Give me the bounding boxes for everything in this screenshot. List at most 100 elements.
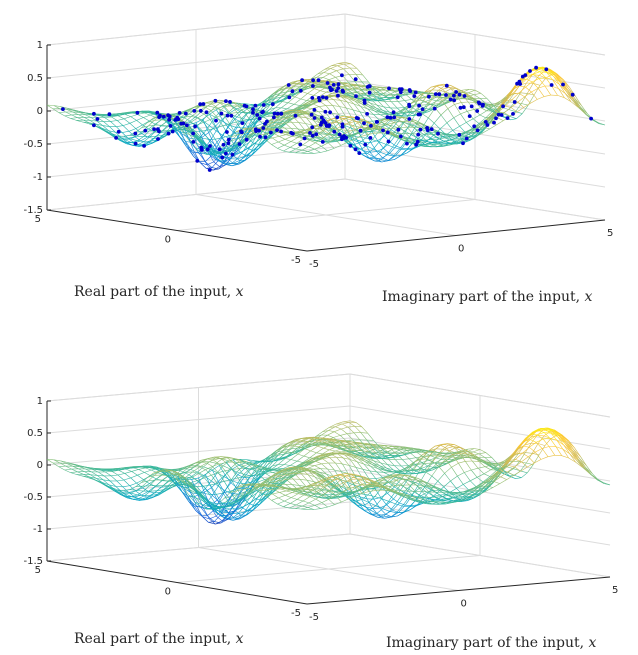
mesh-segment [422,113,429,119]
mesh-segment [295,135,303,138]
sample-point [327,123,332,127]
mesh-segment [456,88,463,95]
mesh-segment [366,145,374,150]
mesh-segment [321,138,329,141]
sample-point [368,136,373,140]
mesh-segment [111,470,119,472]
mesh-segment [321,85,328,89]
mesh-segment [284,139,292,142]
mesh-segment [393,127,400,134]
mesh-segment [283,150,290,153]
sample-point [485,123,490,127]
mesh-segment [496,120,504,126]
sample-point [275,128,279,133]
mesh-segment [419,97,426,100]
mesh-segment [211,103,218,109]
mesh-segment [368,106,375,112]
mesh-segment [356,98,364,101]
mesh-segment [402,137,410,142]
mesh-segment [211,160,219,168]
mesh-segment [489,114,498,124]
mesh-segment [246,154,253,157]
mesh-segment [558,88,565,98]
mesh-segment [247,143,255,149]
mesh-segment [302,140,310,146]
sample-point [458,105,463,110]
mesh-segment [404,130,412,135]
mesh-segment [544,85,552,96]
sample-point [157,129,161,134]
mesh-segment [312,119,320,128]
mesh-segment [241,118,249,120]
mesh-segment [194,506,202,516]
mesh-segment [85,468,92,473]
mesh-segment [297,113,305,115]
mesh-segment [200,151,208,155]
mesh-segment [356,98,363,103]
mesh-segment [97,475,104,481]
mesh-segment [232,133,241,147]
mesh-segment [366,139,373,147]
mesh-segment [361,103,368,110]
mesh-segment [108,484,116,487]
mesh-segment [337,122,344,134]
mesh-segment [183,113,190,118]
mesh-segment [374,160,382,163]
mesh-segment [284,136,293,140]
mesh-segment [353,109,360,113]
mesh-segment [381,87,389,90]
mesh-segment [488,114,497,124]
mesh-segment [184,116,192,123]
mesh-segment [378,124,386,130]
mesh-segment [117,115,125,120]
mesh-segment [383,106,391,109]
mesh-segment [137,472,145,476]
sample-point [369,123,373,128]
mesh-segment [287,108,294,110]
mesh-segment [84,117,91,121]
sample-point [353,77,358,82]
mesh-segment [281,107,288,110]
sample-point [512,100,517,104]
sample-point [228,100,232,104]
mesh-segment [77,117,84,121]
y-tick-label: 5 [607,228,613,239]
mesh-segment [207,515,215,522]
mesh-segment [394,155,402,160]
z-tick-label: -0.5 [23,139,43,150]
mesh-segment [327,431,335,436]
mesh-segment [402,135,409,139]
mesh-segment [297,128,305,131]
mesh-segment [231,105,238,113]
mesh-segment [557,95,565,98]
mesh-segment [343,95,350,98]
mesh-segment [315,85,322,87]
mesh-segment [328,138,336,144]
mesh-segment [359,111,367,122]
mesh-segment [321,146,328,152]
mesh-segment [345,123,353,126]
mesh-segment [334,95,341,101]
mesh-segment [298,122,305,131]
mesh-segment [213,153,221,155]
mesh-segment [195,122,203,138]
mesh-segment [428,117,435,124]
mesh-segment [95,479,103,483]
mesh-segment [538,77,546,79]
mesh-segment [449,143,457,145]
mesh-segment [436,136,443,138]
mesh-segment [169,113,176,115]
mesh-segment [446,122,454,131]
mesh-segment [411,134,419,139]
sample-point [414,142,418,147]
mesh-segment [427,92,434,95]
sample-point [472,124,477,129]
mesh-segment [211,101,219,105]
z-tick-label: 0.5 [27,428,43,439]
mesh-segment [322,80,329,82]
surface-plot-bottom: -1.5 -1 -0.5 0 0.5 1 5 0 -5 -5 0 5 Real part of the… [0,335,638,655]
mesh-segment [248,106,255,109]
mesh-segment [235,108,242,113]
mesh-segment [236,135,244,140]
